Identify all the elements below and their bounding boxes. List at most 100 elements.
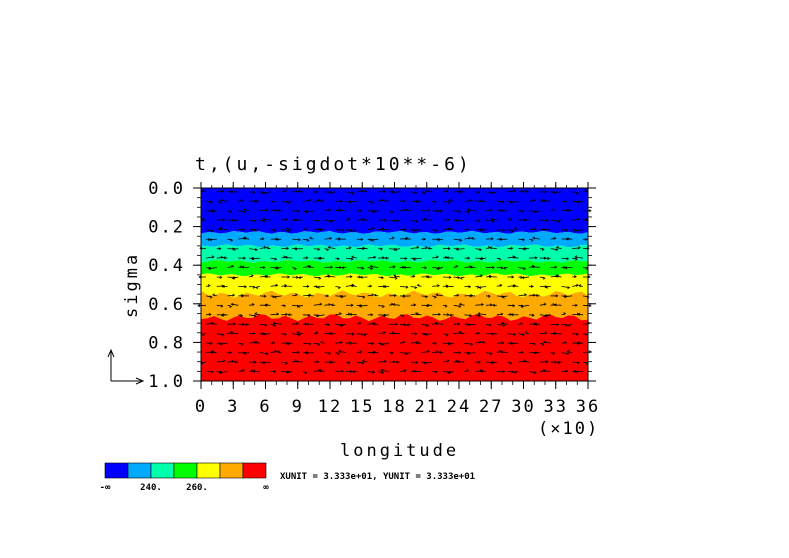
- wind-vector-head: [198, 275, 202, 279]
- wind-vector-head: [502, 266, 506, 270]
- wind-vector: [555, 275, 562, 278]
- y-tick-label: 1.0: [148, 372, 185, 392]
- wind-vector: [529, 294, 536, 297]
- wind-vector-head: [304, 227, 308, 231]
- wind-vector-head: [359, 209, 363, 213]
- wind-vector-head: [316, 285, 320, 289]
- wind-vector-head: [458, 351, 462, 355]
- wind-vector-head: [532, 236, 536, 240]
- wind-vector: [572, 218, 580, 221]
- wind-vector: [518, 267, 526, 270]
- wind-vector: [389, 276, 398, 279]
- wind-vector-head: [521, 276, 525, 280]
- x-tick-label: 0: [195, 397, 207, 417]
- wind-vector-head: [339, 265, 342, 270]
- wind-vector-head: [444, 304, 448, 308]
- wind-vector-head: [436, 209, 439, 213]
- wind-vector-head: [284, 332, 288, 337]
- wind-vector-head: [491, 219, 495, 223]
- wind-vector-head: [576, 283, 579, 287]
- wind-vector-head: [459, 238, 463, 242]
- wind-vector-head: [210, 370, 214, 374]
- wind-vector-head: [229, 190, 233, 194]
- axis-ticks: 0 3 6 9 12 15 18 21 24 27 30 33 360.00.20.40.60.81.0: [148, 179, 598, 417]
- wind-vector-head: [438, 350, 442, 354]
- wind-vector-head: [479, 248, 482, 252]
- wind-vector-head: [384, 218, 387, 222]
- wind-vector-head: [327, 323, 331, 327]
- wind-vector-head: [341, 228, 344, 232]
- wind-vector-head: [424, 189, 428, 193]
- y-axis-title: sigma: [122, 252, 142, 318]
- wind-vector-head: [381, 371, 384, 375]
- wind-vector: [382, 200, 390, 202]
- colorbar-swatch: [127, 462, 152, 479]
- wind-vector: [345, 257, 354, 260]
- wind-vector: [475, 275, 483, 278]
- wind-vector: [295, 360, 303, 363]
- wind-vector-head: [285, 226, 289, 231]
- wind-vector: [259, 323, 267, 326]
- wind-vector-head: [543, 256, 547, 260]
- wind-vector-head: [359, 275, 363, 279]
- wind-vector-head: [329, 236, 333, 240]
- wind-vector-head: [470, 342, 474, 346]
- wind-vector: [486, 209, 493, 212]
- wind-vector-head: [459, 276, 463, 280]
- wind-vector-head: [415, 219, 419, 223]
- wind-vector-head: [521, 350, 525, 354]
- wind-vector-head: [373, 293, 377, 297]
- wind-vector-head: [285, 370, 289, 374]
- wind-vector-head: [296, 189, 300, 194]
- wind-vector-head: [447, 200, 451, 205]
- wind-vector-head: [241, 265, 245, 269]
- wind-vector-head: [403, 323, 407, 327]
- wind-vector-head: [466, 208, 470, 212]
- wind-vector-head: [412, 274, 416, 278]
- wind-vector-head: [350, 257, 354, 261]
- wind-vector-head: [511, 370, 515, 374]
- x-tick-label: 6: [259, 397, 271, 417]
- wind-vector-head: [233, 360, 237, 364]
- wind-vector-head: [513, 370, 517, 374]
- wind-vector-head: [285, 312, 289, 316]
- wind-vector: [356, 267, 364, 269]
- wind-vector-head: [566, 352, 570, 356]
- wind-vector-head: [304, 371, 308, 375]
- wind-vector-head: [328, 219, 332, 223]
- wind-vector-head: [445, 333, 449, 337]
- wind-vector-head: [468, 294, 472, 298]
- wind-vector: [338, 351, 347, 353]
- wind-vector-head: [240, 294, 244, 298]
- wind-vector: [230, 332, 239, 335]
- wind-vector: [367, 228, 375, 231]
- wind-vector-head: [382, 256, 385, 260]
- wind-vector-head: [373, 255, 377, 259]
- wind-vector-head: [434, 200, 437, 204]
- wind-vector-head: [490, 361, 493, 365]
- wind-vector: [399, 286, 408, 288]
- wind-vector-head: [261, 217, 265, 221]
- wind-vector-head: [533, 351, 537, 355]
- wind-vector-head: [522, 333, 526, 337]
- wind-vector-head: [243, 256, 246, 260]
- wind-vector: [529, 371, 537, 374]
- wind-vector-head: [553, 236, 557, 240]
- wind-vector: [432, 351, 439, 353]
- wind-vector-head: [575, 229, 579, 233]
- wind-vector-head: [447, 247, 451, 251]
- wind-vector-head: [369, 284, 373, 288]
- wind-vector-head: [541, 342, 545, 346]
- wind-vector: [263, 191, 271, 194]
- wind-vector-head: [502, 323, 506, 328]
- wind-vector-head: [436, 267, 440, 271]
- wind-vector: [421, 295, 428, 298]
- wind-vector-head: [349, 275, 353, 279]
- wind-vector-head: [401, 314, 405, 318]
- wind-vector-head: [414, 332, 418, 336]
- wind-vector-head: [252, 228, 256, 232]
- wind-vector-head: [448, 275, 452, 279]
- wind-vector-head: [543, 199, 546, 203]
- wind-vector: [270, 284, 278, 287]
- wind-vector-head: [219, 198, 223, 202]
